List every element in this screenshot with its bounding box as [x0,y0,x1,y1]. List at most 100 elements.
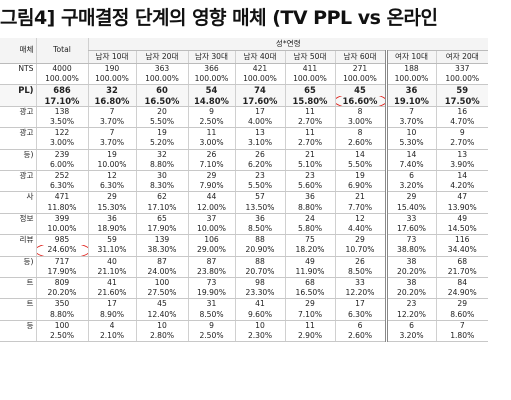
cell: 12 [87,170,136,182]
cell: 7 [87,127,136,139]
cell: 59 [87,234,136,246]
column-header: 남자 20대 [135,50,188,64]
count-row: 리뷰 985 59 139 106 88 75 29 73 116 [0,234,488,246]
cell: 12.20% [334,288,386,300]
cell: 31 [187,298,235,310]
cell: 9 [435,127,488,139]
cell: 3.00% [334,117,386,129]
cell: 7.10% [284,309,335,321]
row-label: 등 [26,320,34,330]
cell: 4 [87,320,136,332]
cell: 16.60% [334,95,386,107]
cell: 3.00% [35,138,88,150]
cell: 7 [435,320,488,332]
pct-row: 8.80% 8.90% 12.40% 8.50% 9.60% 7.10% 6.30% 12.2… [0,309,488,321]
cell: 7 [384,106,436,118]
cell: 9 [187,106,235,118]
cell: 20.20% [384,288,436,300]
cell: 10 [234,320,285,332]
cell: 10.00% [87,159,136,172]
cell: 29 [187,170,235,182]
cell: 17 [234,106,285,118]
cell: 65 [284,84,335,96]
cell: 41 [234,298,285,310]
column-header: 여자 20대 [435,50,488,64]
cell: 18.20% [284,245,335,257]
cell: 3.20% [384,331,436,343]
cell: 17.50% [435,95,488,107]
cell: 49 [435,213,488,225]
cell: 5.50% [334,159,386,172]
row-label [0,117,36,129]
cell: 75 [284,234,335,246]
cell: 38.80% [384,245,436,257]
row-label [0,159,36,172]
cell: 106 [187,234,235,246]
group-header: 성*연령 [87,38,488,51]
cell: 2.70% [435,138,488,150]
cell: 14 [435,170,488,182]
count-row: 사 471 29 62 44 57 36 21 29 47 [0,191,488,203]
cell: 21 [284,149,335,160]
cell: 116 [435,234,488,246]
cell: 32 [87,84,136,96]
cell: 122 [35,127,88,139]
cell: 49 [284,256,335,267]
cell: 20.90% [234,245,285,257]
cell: 45 [135,298,188,310]
column-header: 남자 40대 [234,50,285,64]
cell: 87 [135,256,188,267]
cell: 6.30% [87,181,136,193]
cell: 37 [187,213,235,225]
cell: 7.40% [384,159,436,172]
cell: 9.60% [234,309,285,321]
row-label: 트 [26,278,34,288]
cell: 36 [384,84,436,96]
cell: 29.00% [187,245,235,257]
cell: 471 [35,191,88,203]
cell: 4.70% [435,117,488,129]
cell: 337 [435,63,488,75]
cell: 73 [384,234,436,246]
cell: 24 [284,213,335,225]
cell: 2.90% [284,331,335,343]
cell: 15.30% [87,202,136,214]
cell: 11.90% [284,266,335,279]
cell: 100 [135,277,188,289]
cell: 11 [284,127,335,139]
cell: 6.90% [334,181,386,193]
row-label: 광고 [19,128,34,138]
cell: 363 [135,63,188,75]
cell: 8.60% [435,309,488,321]
cell: 13 [234,127,285,139]
count-row: 등) 239 19 32 26 26 21 14 14 13 [0,149,488,160]
cell: 59 [435,84,488,96]
cell: 985 [35,234,88,246]
cell: 16.80% [87,95,136,107]
cell: 2.70% [284,117,335,129]
cell: 23 [384,298,436,310]
column-header: 남자 30대 [187,50,235,64]
cell: 31.10% [87,245,136,257]
cell: 100.00% [435,74,488,86]
row-label: 정보 [19,213,34,223]
row-label: 사 [26,192,34,202]
cell: 6.30% [334,309,386,321]
figure-title: 그림4] 구매결정 단계의 영향 매체 (TV PPL vs 온라인 [0,7,438,29]
highlight-circle [37,245,88,256]
cell: 12.40% [135,309,188,321]
cell: 68 [435,256,488,267]
cell: 23.80% [187,266,235,279]
count-row: 등) 717 40 87 87 88 49 26 38 68 [0,256,488,267]
cell: 100.00% [87,74,136,86]
cell: 17.90% [35,266,88,279]
cell: 8 [334,106,386,118]
row-label [0,138,36,150]
cell: 98 [234,277,285,289]
count-row: 등 100 4 10 9 10 11 6 6 7 [0,320,488,332]
cell: 33 [384,213,436,225]
cell: 34.40% [435,245,488,257]
cell: 17.60% [234,95,285,107]
pct-row: 3.00% 3.70% 5.20% 3.00% 3.10% 2.70% 2.60% 5.30%… [0,138,488,150]
